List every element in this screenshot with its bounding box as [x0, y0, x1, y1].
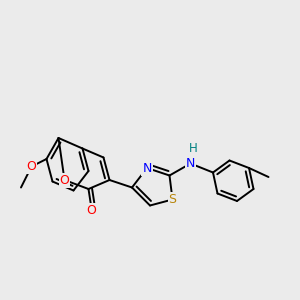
- Text: N: N: [142, 161, 152, 175]
- Text: O: O: [60, 173, 69, 187]
- Text: N: N: [186, 157, 195, 170]
- Text: S: S: [169, 193, 176, 206]
- Text: O: O: [27, 160, 36, 173]
- Text: H: H: [189, 142, 198, 155]
- Text: O: O: [87, 203, 96, 217]
